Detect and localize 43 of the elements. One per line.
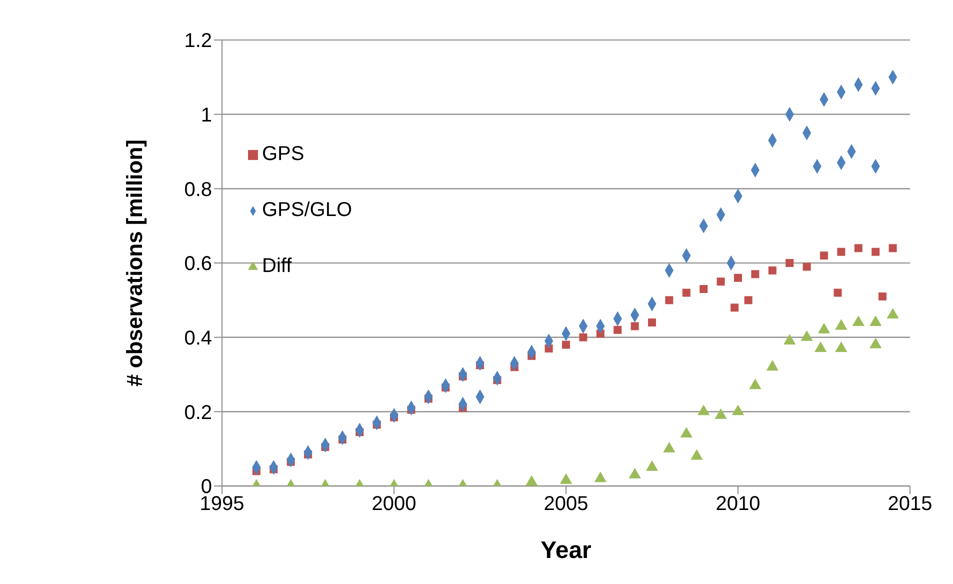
point <box>648 318 656 326</box>
point <box>854 244 862 252</box>
point <box>730 304 739 312</box>
y-tick-label: 1.2 <box>184 30 212 52</box>
point <box>682 288 690 297</box>
point <box>744 296 752 304</box>
point <box>768 266 776 274</box>
point <box>888 244 897 252</box>
x-tick-label: 1995 <box>200 493 244 516</box>
x-tick-label: 2015 <box>888 493 932 516</box>
x-axis-title: Year <box>540 537 592 564</box>
x-tick-label: 2000 <box>372 493 416 516</box>
y-tick-label: 0.4 <box>184 327 212 350</box>
y-tick-label: 0.2 <box>184 402 212 424</box>
point <box>878 292 886 300</box>
point <box>784 334 796 345</box>
legend-label: GPS <box>262 143 304 165</box>
y-tick-label: 0.6 <box>184 253 212 276</box>
point <box>734 274 742 282</box>
point <box>579 333 588 342</box>
legend-label: Diff <box>262 255 292 277</box>
legend-label: GPS/GLO <box>262 199 352 221</box>
x-tick-label: 2010 <box>716 493 760 516</box>
point <box>665 296 674 304</box>
point <box>630 322 639 330</box>
point <box>700 285 708 294</box>
point <box>837 248 846 256</box>
point <box>886 308 899 319</box>
point <box>594 472 606 482</box>
point <box>872 248 880 256</box>
point <box>614 326 622 334</box>
point <box>802 262 811 271</box>
point <box>834 288 842 297</box>
y-tick-label: 0.8 <box>184 178 212 201</box>
point <box>751 270 760 278</box>
point <box>820 252 828 260</box>
y-axis-title: # observations [million] <box>122 140 147 386</box>
point <box>766 360 778 371</box>
point <box>716 278 725 286</box>
y-tick-label: 1 <box>200 104 212 126</box>
point <box>562 340 570 349</box>
x-tick-label: 2005 <box>544 493 588 516</box>
point <box>786 259 794 267</box>
